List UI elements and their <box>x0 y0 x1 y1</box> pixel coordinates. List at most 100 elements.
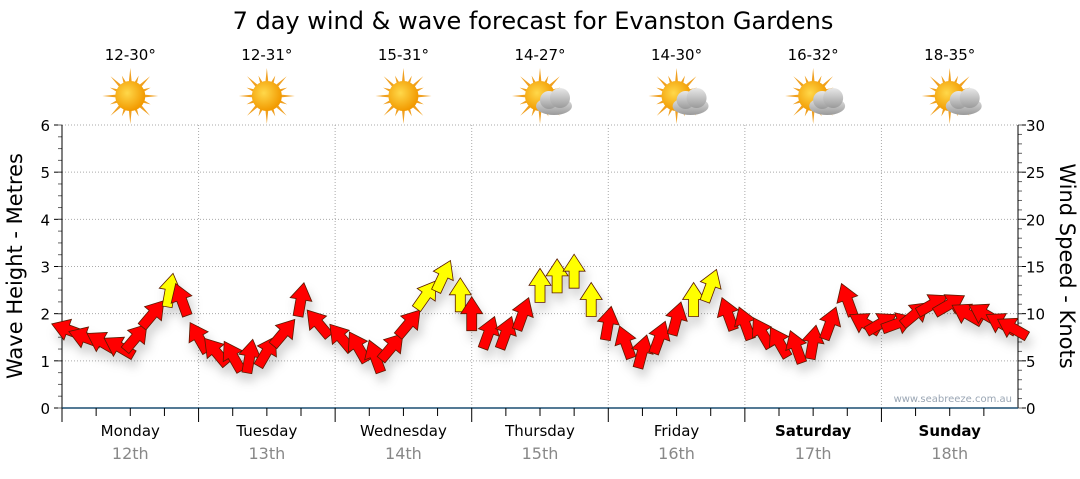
cloud-part <box>823 88 844 108</box>
temperature-range: 14-30° <box>651 46 702 64</box>
cloud-icon <box>809 88 846 115</box>
day-date: 17th <box>795 444 832 463</box>
sun-ray <box>411 76 424 88</box>
wind-arrow <box>769 326 793 360</box>
sun-ray <box>948 108 952 124</box>
sun-ray <box>675 108 679 124</box>
sun-ray <box>247 104 259 116</box>
sun-ray <box>138 104 151 116</box>
sun-ray <box>548 76 560 88</box>
sun-ray <box>656 104 669 116</box>
cloud-part <box>686 88 707 108</box>
day-date: 16th <box>658 444 695 463</box>
sun-ray <box>921 94 937 98</box>
y2-tick-label: 30 <box>1026 117 1045 135</box>
sun-ray <box>274 76 287 88</box>
wind-arrow <box>376 333 404 364</box>
sun-ray <box>128 108 132 124</box>
sun-cloud-icon <box>785 68 846 124</box>
sun-ray <box>793 76 806 88</box>
sun-ray <box>520 104 532 116</box>
sun-ray <box>684 76 697 88</box>
wind-arrow <box>665 301 688 337</box>
sun-ray <box>785 94 801 98</box>
sun-ray <box>793 104 806 116</box>
wind-arrow <box>289 282 313 318</box>
temperature-range: 16-32° <box>788 46 839 64</box>
sun-icon <box>238 68 295 124</box>
sun-ray <box>375 94 391 98</box>
wind-arrow <box>137 300 165 331</box>
y2-tick-label: 15 <box>1026 259 1045 277</box>
wind-arrow <box>596 305 620 342</box>
wind-arrow <box>120 323 148 355</box>
y-tick-label: 1 <box>40 353 50 371</box>
temperature-range: 12-31° <box>241 46 292 64</box>
day-name: Saturday <box>775 422 852 440</box>
day-date: 13th <box>248 444 285 463</box>
wind-arrow <box>238 338 262 375</box>
day-date: 14th <box>385 444 422 463</box>
sun-icon <box>102 68 159 124</box>
temperature-range: 15-31° <box>378 46 429 64</box>
sun-ray <box>128 68 132 84</box>
wind-arrow <box>648 320 671 356</box>
y-axis-label-left: Wave Height - Metres <box>3 153 27 379</box>
sun-ray <box>929 104 942 116</box>
wind-arrow <box>836 282 859 318</box>
sun-ray <box>143 94 159 98</box>
sun-ray <box>811 68 815 84</box>
y2-tick-label: 5 <box>1026 353 1036 371</box>
y2-tick-label: 25 <box>1026 164 1045 182</box>
wind-arrow <box>630 334 654 370</box>
sun-cloud-icon <box>921 68 982 124</box>
sun-ray <box>401 108 405 124</box>
sun-ray <box>265 68 269 84</box>
temperature-range: 12-30° <box>105 46 156 64</box>
y-tick-label: 6 <box>40 117 50 135</box>
wind-arrow <box>579 281 603 317</box>
sun-cloud-icon <box>648 68 709 124</box>
sun-ray <box>957 76 970 88</box>
sun-ray <box>929 76 942 88</box>
wind-arrow <box>158 272 182 309</box>
sun-ray <box>811 108 815 124</box>
grid <box>62 124 1018 408</box>
sun-ray <box>675 68 679 84</box>
day-name: Thursday <box>504 422 575 440</box>
sun-ray <box>416 94 432 98</box>
y-tick-label: 4 <box>40 211 50 229</box>
sun-ray <box>383 104 396 116</box>
day-forecast-header: 12-30° 12-31° 15-31° 14-27° 14-30° 16-32° 18-3… <box>102 46 982 124</box>
day-name: Sunday <box>919 422 982 440</box>
sun-disc <box>388 81 419 111</box>
sun-ray <box>512 94 528 98</box>
sun-ray <box>538 68 542 84</box>
y2-tick-label: 0 <box>1026 400 1036 418</box>
sun-ray <box>110 104 123 116</box>
day-date: 18th <box>931 444 968 463</box>
sun-ray <box>274 104 287 116</box>
cloud-icon <box>672 88 709 115</box>
sun-ray <box>110 76 123 88</box>
wind-arrow <box>477 315 500 351</box>
sun-ray <box>265 108 269 124</box>
chart-title: 7 day wind & wave forecast for Evanston … <box>233 7 834 35</box>
wind-arrow <box>801 324 825 361</box>
sun-ray <box>238 94 254 98</box>
sun-ray <box>383 76 396 88</box>
sun-ray <box>656 76 669 88</box>
wind-arrow <box>614 325 637 361</box>
sun-ray <box>138 76 151 88</box>
sun-ray <box>520 76 532 88</box>
y2-tick-label: 20 <box>1026 211 1045 229</box>
y-tick-label: 5 <box>40 164 50 182</box>
wind-arrow <box>528 267 552 303</box>
wind-arrow <box>431 259 454 294</box>
sun-disc <box>251 81 282 111</box>
cloud-icon <box>945 88 982 115</box>
wind-arrow <box>681 281 706 317</box>
y-tick-label: 2 <box>40 306 50 324</box>
sun-ray <box>648 94 664 98</box>
temperature-range: 14-27° <box>514 46 565 64</box>
